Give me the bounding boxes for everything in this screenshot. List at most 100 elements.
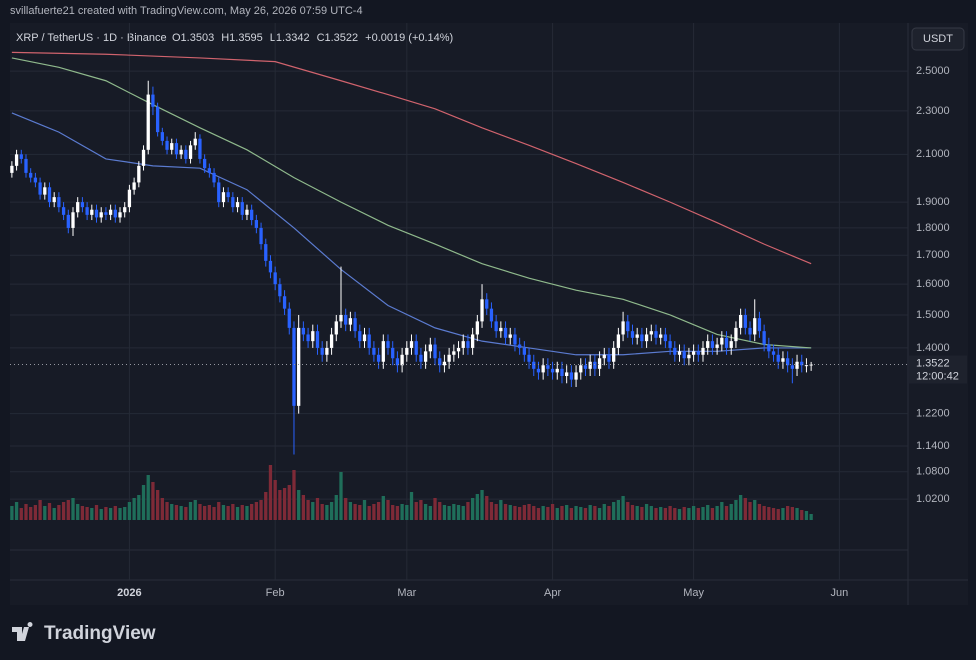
candle-body [264,244,268,261]
volume-bar [668,506,672,520]
candle-body [306,334,310,342]
x-tick-label: 2026 [117,587,141,599]
candle-body [499,327,503,332]
candle-body [151,94,155,107]
candle-body [790,365,794,369]
volume-bar [254,502,259,520]
volume-bar [217,502,221,520]
volume-bar [376,502,381,520]
volume-bar [367,506,371,520]
volume-bar [804,511,809,520]
volume-bar [489,502,494,520]
volume-bar [588,505,592,520]
candle-body [372,347,376,355]
candle-body [663,334,668,342]
candle-body [61,207,66,215]
volume-bar [118,508,122,520]
candle-body [38,182,42,195]
y-tick-label: 1.0800 [916,466,950,478]
candle-body [287,308,291,328]
volume-bar [353,504,357,520]
candle-body [428,344,432,352]
candle-body [433,344,437,359]
volume-bar [663,508,668,520]
logo-icon [12,622,33,641]
candle-body [325,347,329,355]
candle-body [259,227,263,245]
plot: 2.5000 2.3000 2.1000 1.9000 1.8000 1.7000 1.60… [10,23,967,599]
volume-bar [174,505,179,520]
candle-body [706,341,710,348]
volume-bar [715,506,719,520]
chart-panel [10,23,968,605]
candle-body [673,347,677,355]
candle-body [212,172,216,183]
volume-bar [132,498,136,520]
volume-bar [273,480,277,520]
volume-bar [386,500,390,520]
candle-body [348,318,353,325]
candle-body [184,149,188,159]
candle-body [776,354,780,362]
candle-body [767,344,771,352]
moving-average [11,51,812,265]
volume-bar [76,504,80,520]
candle-body [423,351,428,362]
volume-bar [513,506,517,520]
candle-body [57,197,61,208]
y-tick-label: 2.3000 [916,105,950,117]
candle-body [409,341,414,348]
y-tick-label: 1.9000 [916,196,950,208]
candle-body [207,168,211,173]
candle-body [76,202,80,213]
candle-body [612,347,616,362]
y-tick-label: 1.8000 [916,222,950,234]
candle-body [757,318,762,332]
ohlc-value: H1.3595 [221,32,263,44]
candle-body [710,341,715,348]
candle-body [52,197,56,203]
candle-body [442,361,447,366]
volume-bar [339,472,343,520]
volume-bar [221,505,226,520]
volume-bar [790,507,794,520]
candle-body [104,212,108,215]
candle-body [654,331,658,338]
ohlc-values: O1.3503 H1.3595 L1.3342 C1.3522 +0.0019 (+0.… [172,32,453,44]
volume-bar [362,500,367,520]
candle-body [311,331,315,342]
volume-bar [706,505,710,520]
volume-bar [19,508,23,520]
volume-bar [419,500,423,520]
volume-bar [29,507,33,520]
candle-body [536,368,541,373]
volume-bar [800,510,804,520]
volume-bar [170,504,174,520]
volume-bar [80,506,85,520]
candle-body [127,189,132,208]
candle-body [734,327,738,342]
volume-bar [503,504,508,520]
volume-bar [282,488,287,520]
volume-bar [306,500,310,520]
volume-bar [301,495,306,520]
volume-bar [593,506,597,520]
volume-bar [409,492,414,520]
volume-bar [38,500,42,520]
volume-bar [381,496,385,520]
candle-body [358,331,362,342]
candle-body [494,321,498,332]
candle-body [781,358,785,362]
candle-body [113,209,117,218]
volume-bar [753,500,757,520]
volume-bar [626,502,630,520]
volume-bar [579,507,583,520]
volume-bar [240,505,244,520]
volume-bar [423,504,428,520]
countdown: 12:00:42 [916,370,959,382]
candle-body [29,172,33,178]
y-tick-label: 1.4000 [916,342,950,354]
volume-bar [10,506,14,520]
candle-body [555,368,559,373]
volume-bar [597,508,602,520]
